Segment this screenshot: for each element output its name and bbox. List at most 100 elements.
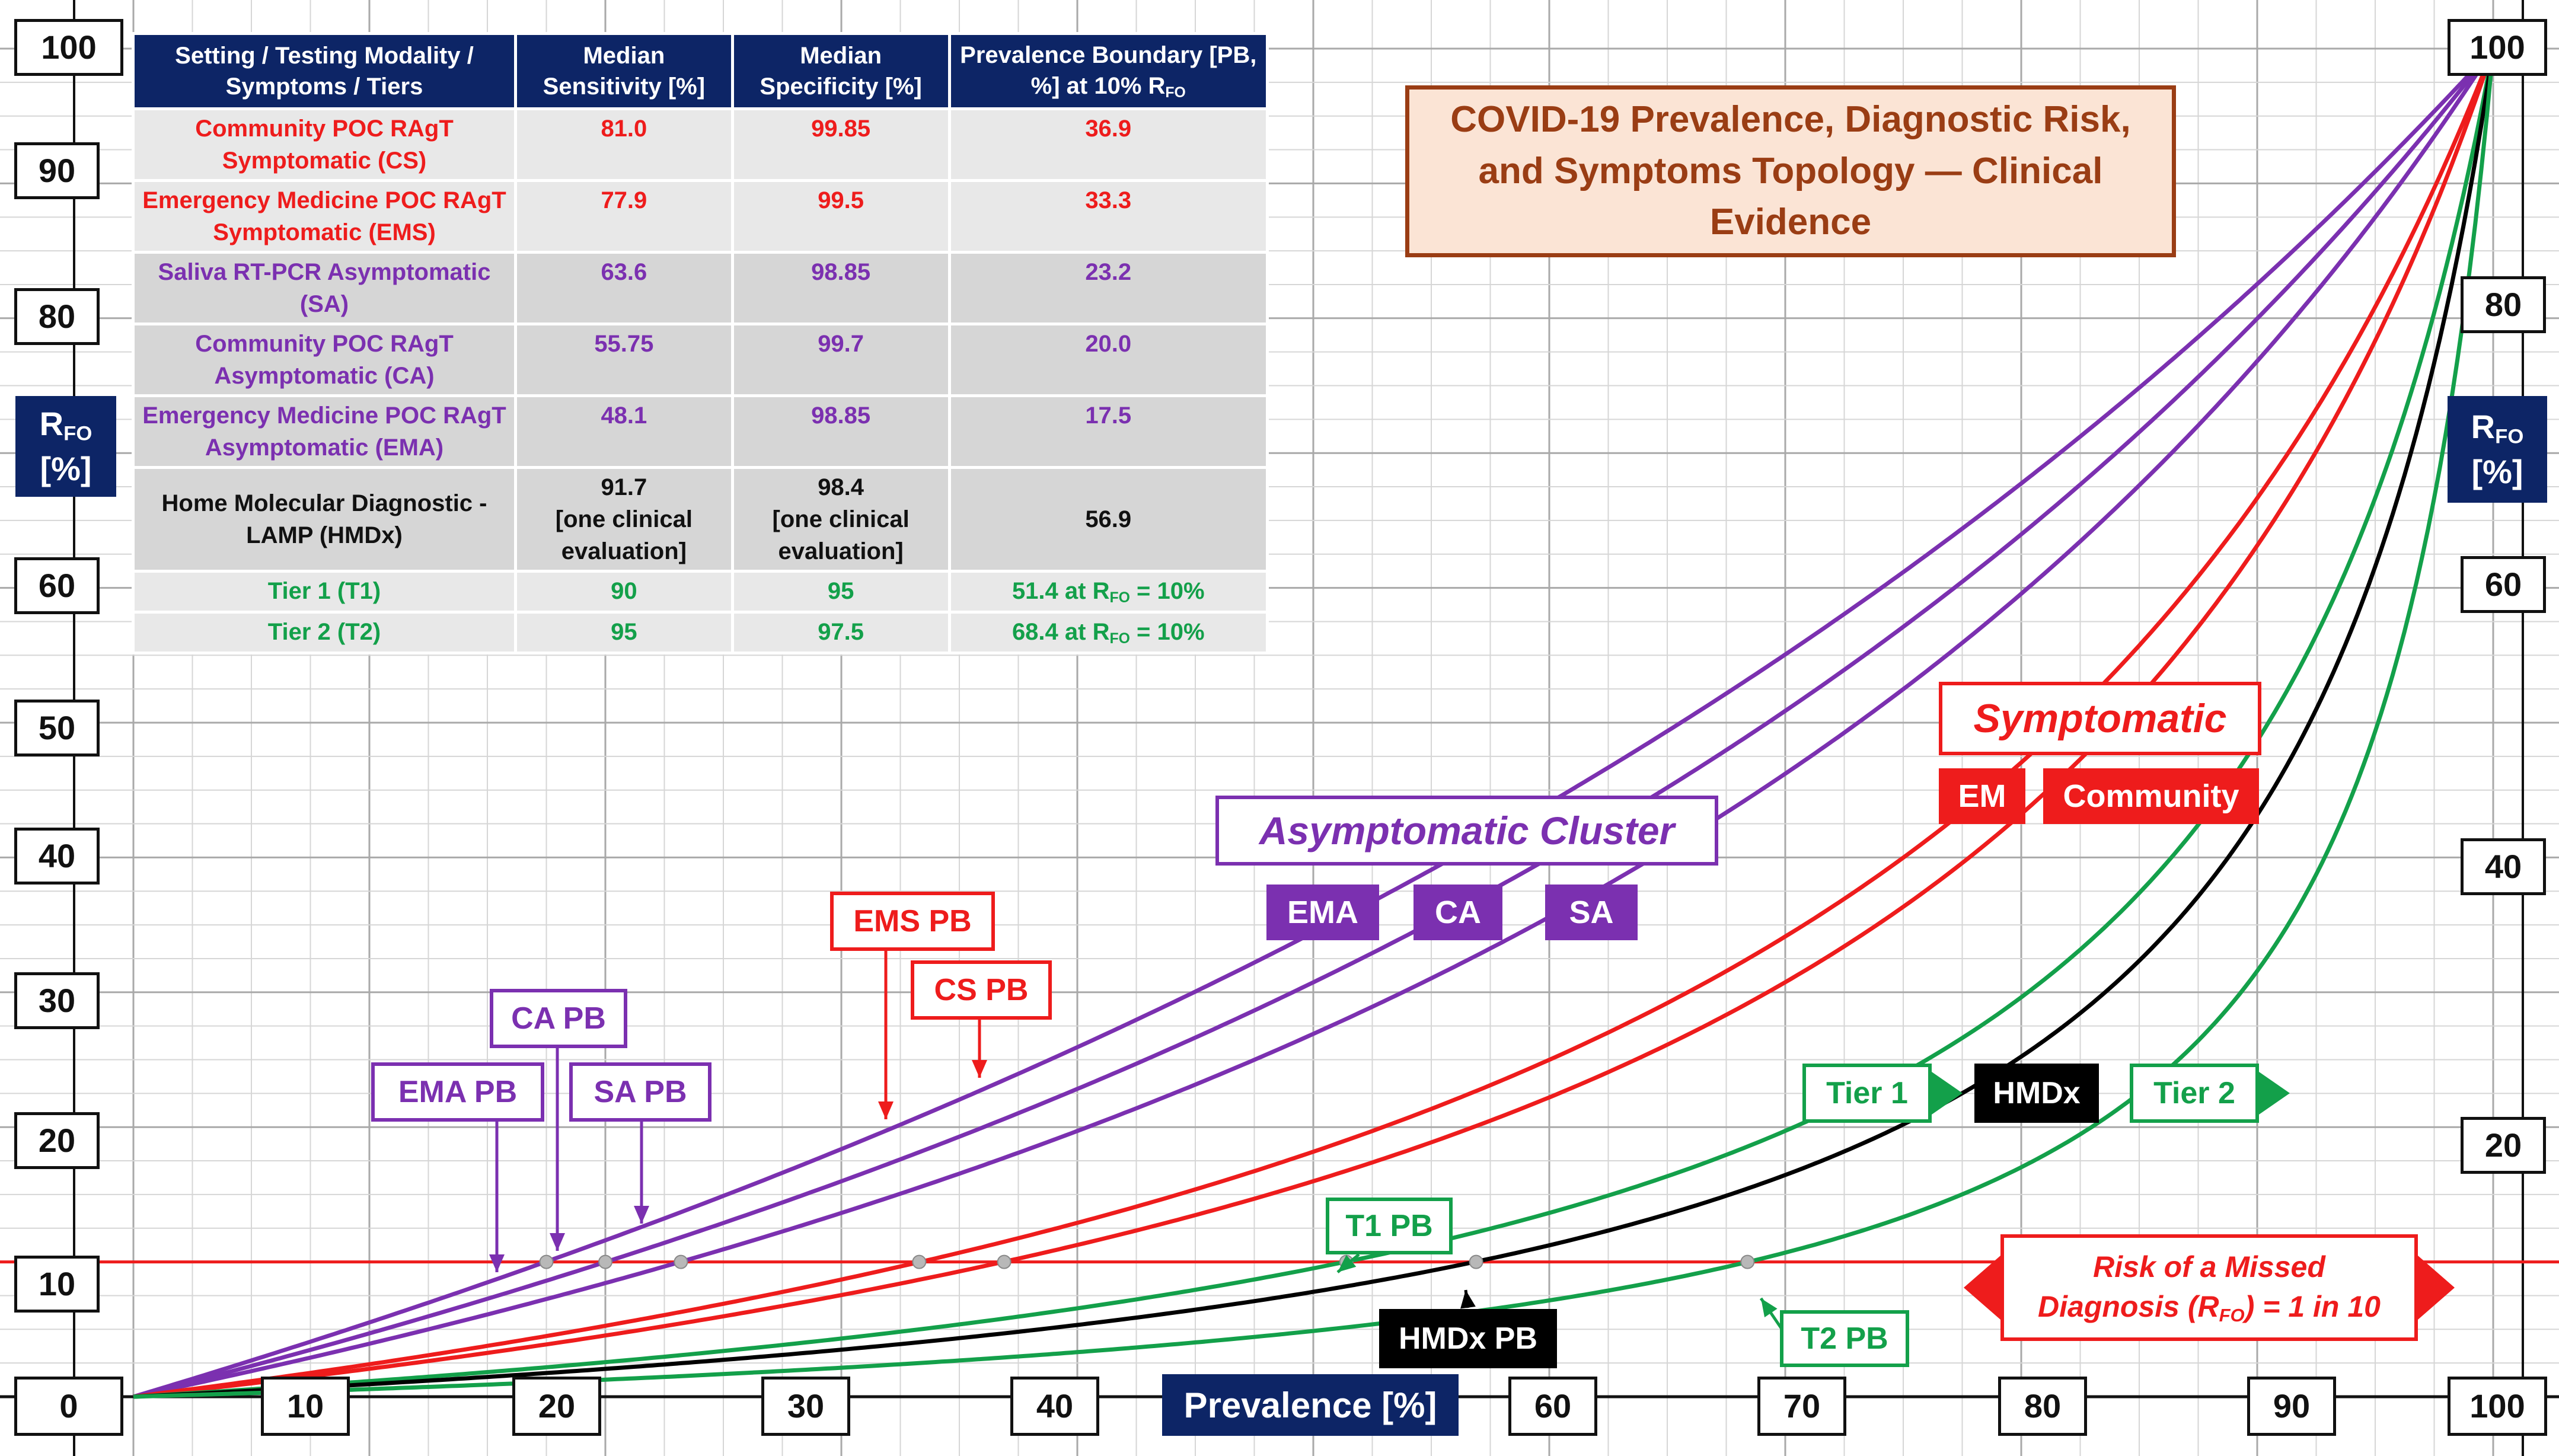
row-specificity: 98.4 [one clinical evaluation]: [730, 466, 951, 573]
row-pb: 20.0: [947, 323, 1269, 398]
modality-table: Setting / Testing Modality / Symptoms / …: [132, 31, 1269, 654]
x-tick: 40: [1010, 1377, 1099, 1436]
pb-marker-ca: [598, 1254, 612, 1269]
x-tick: 20: [512, 1377, 601, 1436]
curve-ca: [133, 47, 2495, 1399]
ca-pb-label: CA PB: [490, 989, 627, 1048]
row-pb: 68.4 at RFO = 10%: [947, 611, 1269, 654]
right-y-tick: 100: [2448, 19, 2547, 76]
row-label: Saliva RT-PCR Asymptomatic (SA): [132, 251, 517, 326]
t1-pb-arrow-head: [1338, 1254, 1357, 1272]
ema-label: EMA: [1266, 885, 1379, 940]
table-row: Tier 2 (T2) 95 97.5 68.4 at RFO = 10%: [132, 611, 1269, 654]
sa-label: SA: [1545, 885, 1638, 940]
header-pb: Prevalence Boundary [PB, %] at 10% RFO: [947, 31, 1269, 111]
left-y-tick: 60: [14, 557, 100, 614]
row-specificity: 99.7: [730, 323, 951, 398]
right-y-axis-title: RFO [%]: [2448, 396, 2547, 503]
row-sensitivity: 95: [514, 611, 734, 654]
spec-value: 98.4: [818, 474, 864, 501]
hmdx-label: HMDx: [1974, 1064, 2099, 1123]
sa-pb-label: SA PB: [569, 1062, 711, 1122]
x-tick: 80: [1998, 1377, 2087, 1436]
row-sensitivity: 77.9: [514, 179, 734, 254]
risk-pointer-left: [1964, 1256, 2000, 1320]
table-row: Tier 1 (T1) 90 95 51.4 at RFO = 10%: [132, 570, 1269, 614]
hmdx-pb-label: HMDx PB: [1379, 1309, 1557, 1368]
row-label: Home Molecular Diagnostic - LAMP (HMDx): [132, 466, 517, 573]
sens-note: [one clinical evaluation]: [555, 506, 693, 565]
row-pb: 23.2: [947, 251, 1269, 326]
left-y-tick: 100: [14, 19, 123, 76]
curve-hmdx: [133, 48, 2496, 1399]
row-sensitivity: 91.7 [one clinical evaluation]: [514, 466, 734, 573]
right-y-tick: 60: [2461, 556, 2546, 613]
annotation-arrows: [489, 951, 2455, 1333]
row-pb: 51.4 at RFO = 10%: [947, 570, 1269, 614]
asymptomatic-cluster-label: Asymptomatic Cluster: [1215, 796, 1718, 866]
x-tick: 10: [261, 1377, 350, 1436]
table-row: Emergency Medicine POC RAgT Symptomatic …: [132, 179, 1269, 254]
left-y-tick: 10: [14, 1256, 100, 1313]
right-y-tick: 40: [2461, 838, 2546, 895]
x-tick: 70: [1757, 1377, 1846, 1436]
ema-pb-label: EMA PB: [371, 1062, 544, 1122]
tier2-pointer: [2259, 1072, 2290, 1115]
row-label: Community POC RAgT Asymptomatic (CA): [132, 323, 517, 398]
t2-pb-arrow-head: [1761, 1298, 1778, 1318]
tier1-label: Tier 1: [1802, 1064, 1932, 1123]
risk-line-1: Risk of a Missed: [2093, 1250, 2325, 1283]
table-row: Community POC RAgT Asymptomatic (CA) 55.…: [132, 323, 1269, 398]
left-y-tick: 80: [14, 288, 100, 345]
left-y-axis-title: RFO [%]: [15, 396, 116, 497]
row-label: Emergency Medicine POC RAgT Asymptomatic…: [132, 394, 517, 470]
left-y-tick: 90: [14, 142, 100, 199]
tier1-pointer: [1932, 1072, 1963, 1115]
cs-pb-arrow-head: [972, 1060, 987, 1078]
row-pb: 36.9: [947, 107, 1269, 183]
t2-pb-label: T2 PB: [1780, 1310, 1909, 1367]
x-tick: 90: [2247, 1377, 2336, 1436]
left-y-tick: 20: [14, 1112, 100, 1169]
row-label: Emergency Medicine POC RAgT Symptomatic …: [132, 179, 517, 254]
risk-line-2: Diagnosis (RFO) = 1 in 10: [2038, 1290, 2381, 1326]
row-sensitivity: 48.1: [514, 394, 734, 470]
row-label: Community POC RAgT Symptomatic (CS): [132, 107, 517, 183]
x-axis-title: Prevalence [%]: [1162, 1374, 1459, 1436]
table-row: Saliva RT-PCR Asymptomatic (SA) 63.6 98.…: [132, 251, 1269, 326]
pb-marker-sa: [674, 1254, 688, 1269]
row-specificity: 98.85: [730, 394, 951, 470]
x-tick: 30: [761, 1377, 850, 1436]
header-sensitivity: Median Sensitivity [%]: [514, 31, 734, 111]
left-y-tick: 50: [14, 700, 100, 756]
sa-pb-arrow-head: [634, 1206, 649, 1224]
sens-value: 91.7: [601, 474, 647, 501]
x-tick: 60: [1508, 1377, 1597, 1436]
row-specificity: 95: [730, 570, 951, 614]
ems-pb-label: EMS PB: [830, 892, 995, 951]
row-specificity: 97.5: [730, 611, 951, 654]
row-sensitivity: 63.6: [514, 251, 734, 326]
tier2-label: Tier 2: [2130, 1064, 2259, 1123]
right-y-tick: 80: [2461, 276, 2546, 333]
row-specificity: 98.85: [730, 251, 951, 326]
header-specificity: Median Specificity [%]: [730, 31, 951, 111]
pb-marker-hmdx: [1469, 1254, 1483, 1269]
em-label: EM: [1939, 768, 2025, 824]
risk-pointer-right: [2418, 1256, 2455, 1320]
pb-marker-tier-2: [1740, 1254, 1755, 1269]
pb-marker-ems: [912, 1254, 927, 1269]
row-sensitivity: 81.0: [514, 107, 734, 183]
ca-pb-arrow-head: [550, 1233, 565, 1251]
ema-pb-arrow-head: [489, 1254, 505, 1272]
table-row: Community POC RAgT Symptomatic (CS) 81.0…: [132, 107, 1269, 183]
cs-pb-label: CS PB: [911, 960, 1052, 1020]
row-pb: 56.9: [947, 466, 1269, 573]
row-specificity: 99.5: [730, 179, 951, 254]
curve-tier-1: [133, 48, 2496, 1399]
right-y-tick: 20: [2461, 1117, 2546, 1174]
spec-note: [one clinical evaluation]: [772, 506, 910, 565]
left-y-tick: 30: [14, 972, 100, 1029]
pb-marker-ema: [539, 1254, 554, 1269]
hmdx-pb-arrow-head: [1460, 1290, 1476, 1309]
